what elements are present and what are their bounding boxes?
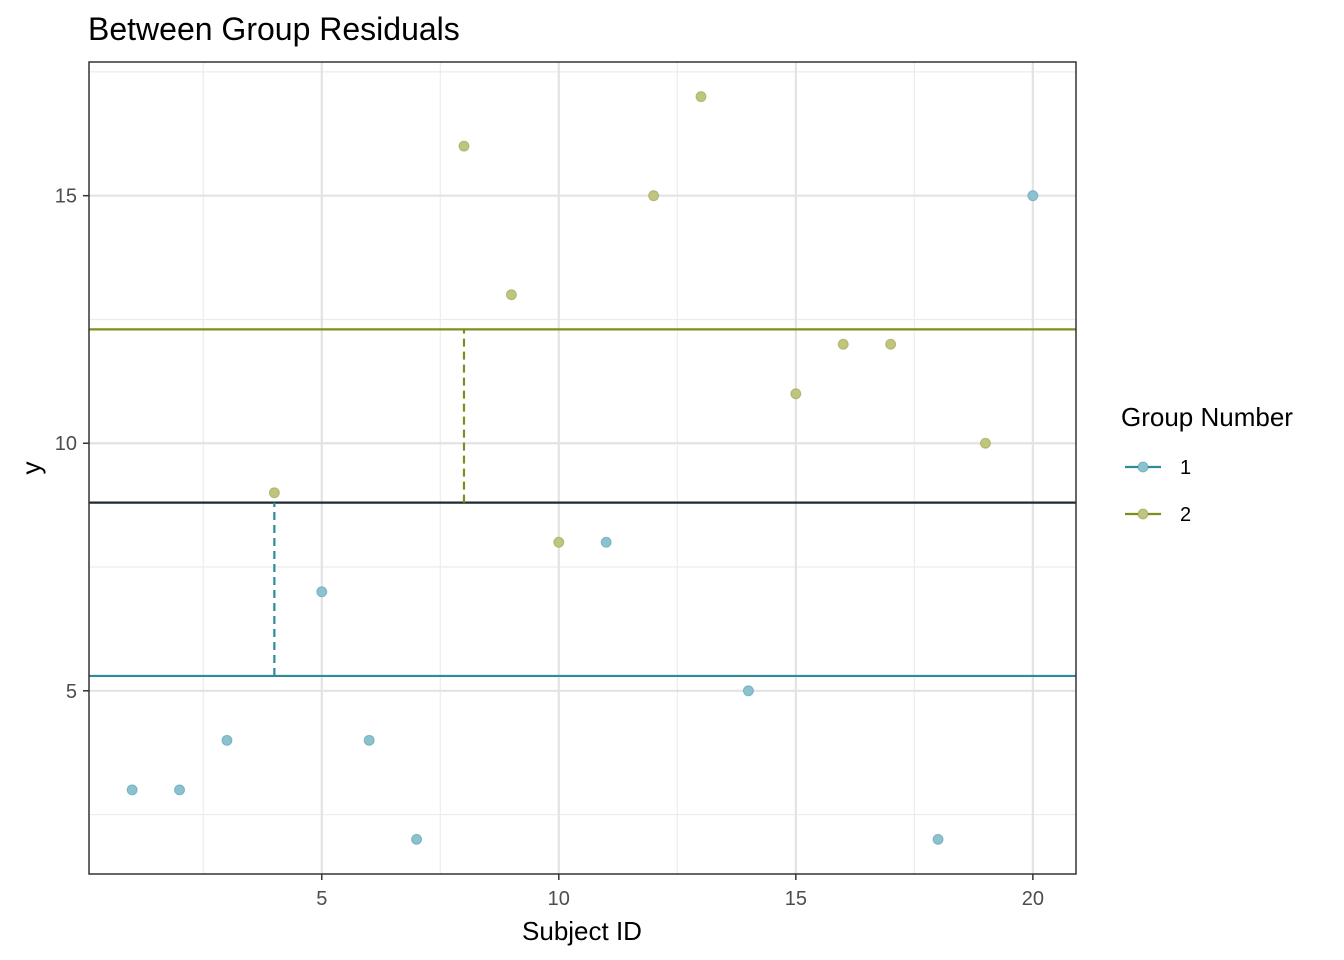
x-tick-label: 15 — [785, 888, 807, 910]
x-axis-title: Subject ID — [522, 916, 642, 946]
legend-key-point-1 — [1137, 461, 1149, 473]
legend-items: 12 — [1125, 457, 1191, 526]
x-tick-label: 5 — [316, 888, 327, 910]
y-axis: 5 10 15 — [55, 186, 89, 703]
data-point-group-2 — [268, 487, 280, 499]
data-point-group-2 — [695, 91, 707, 103]
data-point-group-1 — [221, 734, 233, 746]
minor-grid — [89, 62, 1076, 874]
plot-border — [88, 61, 1077, 875]
residual-segments — [273, 329, 466, 676]
data-point-group-2 — [837, 338, 849, 350]
data-point-group-2 — [790, 388, 802, 400]
y-tick-label: 10 — [55, 433, 77, 455]
legend-label-2: 2 — [1180, 504, 1191, 526]
data-point-group-1 — [600, 536, 612, 548]
data-point-group-1 — [126, 784, 138, 796]
data-point-group-2 — [505, 289, 517, 301]
plot-panel — [89, 62, 1076, 874]
data-point-group-1 — [411, 833, 423, 845]
mean-lines — [89, 328, 1076, 678]
data-point-group-1 — [742, 685, 754, 697]
data-point-group-1 — [1027, 190, 1039, 202]
chart-title: Between Group Residuals — [88, 11, 460, 47]
data-points — [126, 91, 1039, 845]
x-tick-label: 10 — [548, 888, 570, 910]
legend-title: Group Number — [1121, 402, 1293, 432]
data-point-group-2 — [979, 437, 991, 449]
data-point-group-2 — [458, 140, 470, 152]
x-tick-label: 20 — [1022, 888, 1044, 910]
legend-key-point-2 — [1137, 508, 1149, 520]
data-point-group-2 — [553, 536, 565, 548]
legend: Group Number 12 — [1121, 402, 1293, 526]
y-tick-label: 5 — [66, 681, 77, 703]
data-point-group-1 — [316, 586, 328, 598]
data-point-group-2 — [885, 338, 897, 350]
x-axis: 5 10 15 20 — [316, 874, 1044, 910]
y-axis-title: y — [16, 462, 46, 475]
data-point-group-2 — [648, 190, 660, 202]
data-point-group-1 — [932, 833, 944, 845]
data-point-group-1 — [363, 734, 375, 746]
y-tick-label: 15 — [55, 186, 77, 208]
data-point-group-1 — [174, 784, 186, 796]
legend-label-1: 1 — [1180, 457, 1191, 479]
